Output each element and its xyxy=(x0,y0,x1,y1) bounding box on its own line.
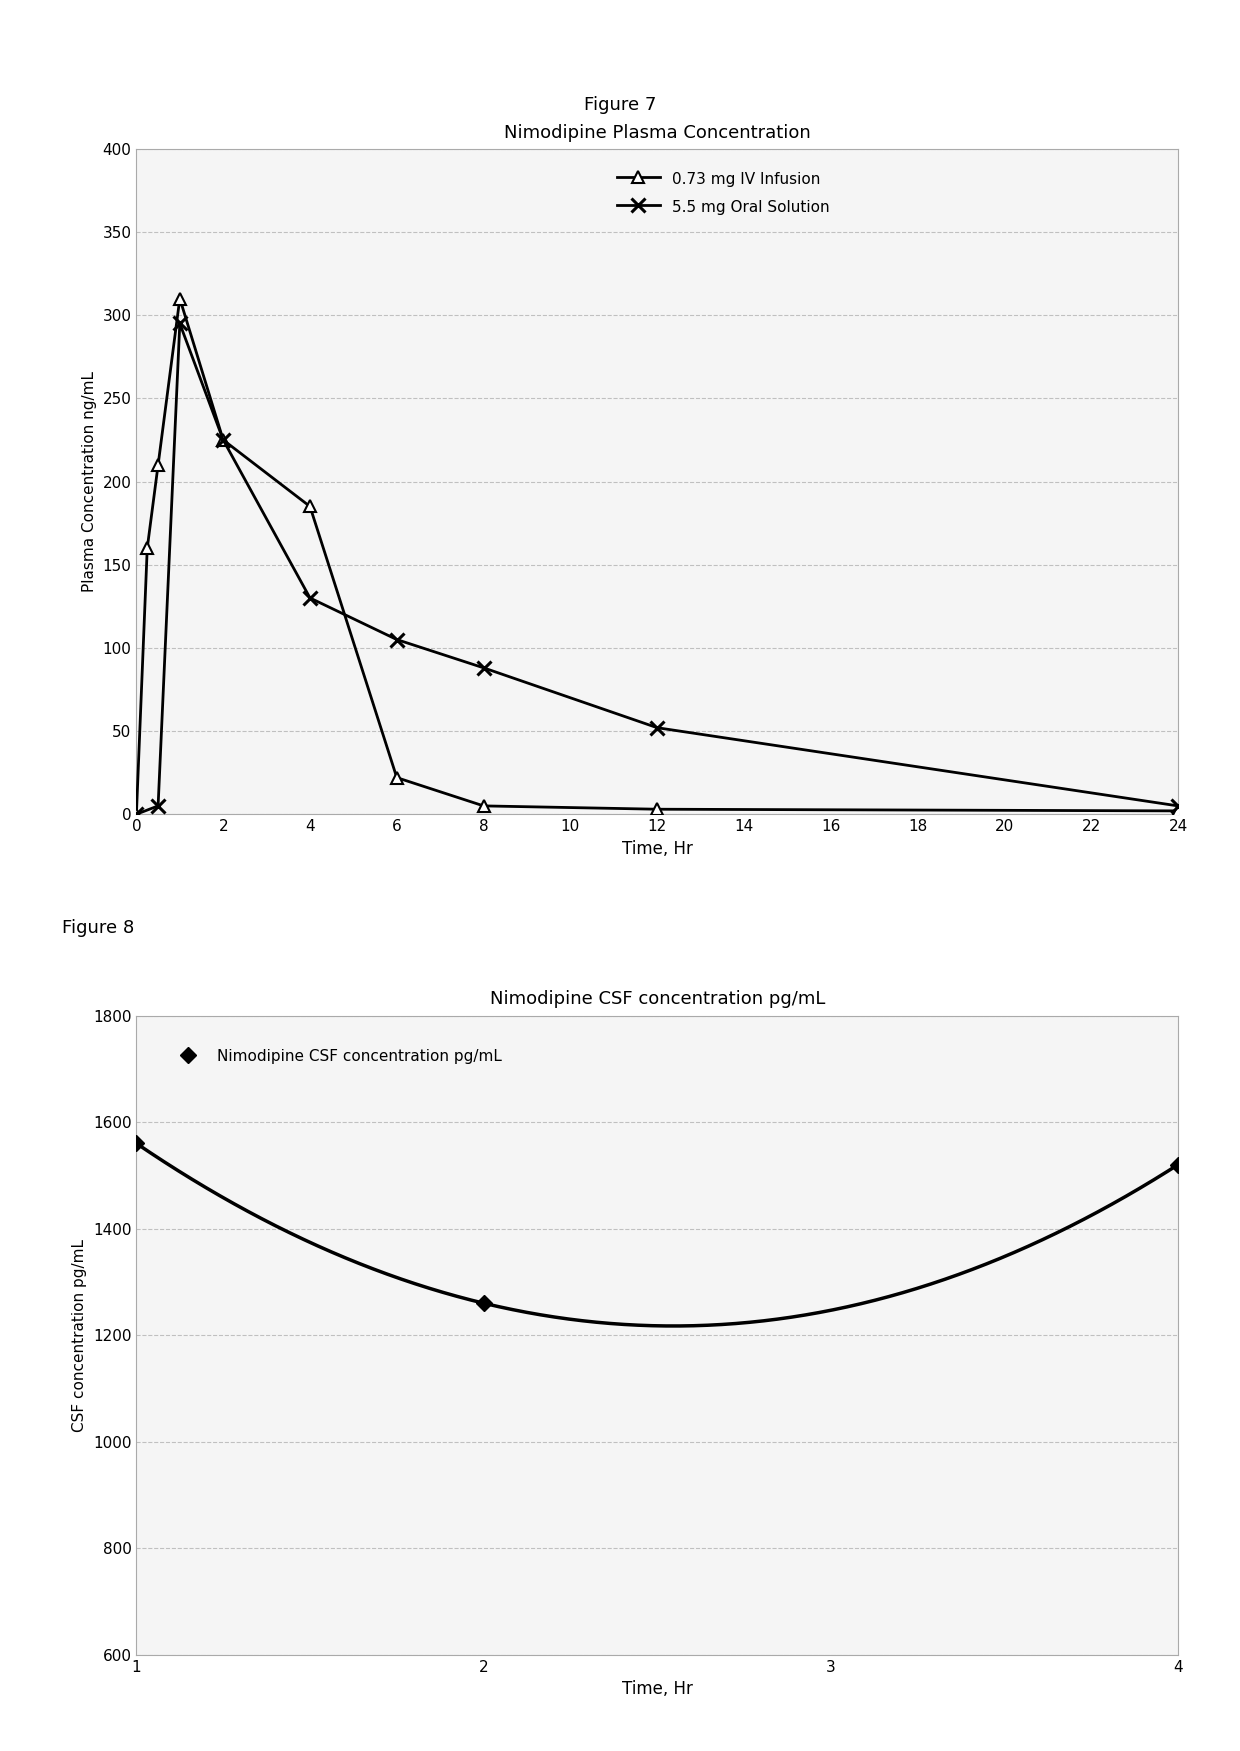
Nimodipine CSF concentration pg/mL xyxy=(1171,1154,1185,1175)
Legend: 0.73 mg IV Infusion, 5.5 mg Oral Solution: 0.73 mg IV Infusion, 5.5 mg Oral Solutio… xyxy=(609,163,837,222)
Line: 5.5 mg Oral Solution: 5.5 mg Oral Solution xyxy=(129,317,1185,821)
Text: Figure 7: Figure 7 xyxy=(584,96,656,114)
0.73 mg IV Infusion xyxy=(476,795,491,816)
Title: Nimodipine Plasma Concentration: Nimodipine Plasma Concentration xyxy=(503,124,811,142)
5.5 mg Oral Solution xyxy=(216,429,231,450)
5.5 mg Oral Solution xyxy=(172,313,187,334)
Y-axis label: CSF concentration pg/mL: CSF concentration pg/mL xyxy=(72,1238,87,1432)
Text: Figure 8: Figure 8 xyxy=(62,919,134,937)
0.73 mg IV Infusion xyxy=(172,287,187,308)
0.73 mg IV Infusion xyxy=(129,804,144,825)
X-axis label: Time, Hr: Time, Hr xyxy=(621,840,693,858)
Y-axis label: Plasma Concentration ng/mL: Plasma Concentration ng/mL xyxy=(82,371,97,592)
5.5 mg Oral Solution xyxy=(650,718,665,739)
5.5 mg Oral Solution xyxy=(151,795,166,816)
0.73 mg IV Infusion xyxy=(1171,800,1185,821)
0.73 mg IV Infusion xyxy=(303,496,317,517)
0.73 mg IV Infusion xyxy=(650,798,665,819)
0.73 mg IV Infusion xyxy=(389,767,404,788)
0.73 mg IV Infusion xyxy=(151,454,166,475)
Legend: Nimodipine CSF concentration pg/mL: Nimodipine CSF concentration pg/mL xyxy=(165,1042,508,1070)
0.73 mg IV Infusion xyxy=(140,538,155,559)
5.5 mg Oral Solution xyxy=(476,657,491,678)
X-axis label: Time, Hr: Time, Hr xyxy=(621,1681,693,1698)
5.5 mg Oral Solution xyxy=(129,804,144,825)
Line: Nimodipine CSF concentration pg/mL: Nimodipine CSF concentration pg/mL xyxy=(131,1138,1183,1308)
Line: 0.73 mg IV Infusion: 0.73 mg IV Infusion xyxy=(130,292,1184,821)
Nimodipine CSF concentration pg/mL xyxy=(476,1292,491,1313)
0.73 mg IV Infusion xyxy=(216,429,231,450)
Nimodipine CSF concentration pg/mL xyxy=(129,1133,144,1154)
Title: Nimodipine CSF concentration pg/mL: Nimodipine CSF concentration pg/mL xyxy=(490,991,825,1009)
5.5 mg Oral Solution xyxy=(303,588,317,609)
5.5 mg Oral Solution xyxy=(1171,795,1185,816)
5.5 mg Oral Solution xyxy=(389,629,404,650)
